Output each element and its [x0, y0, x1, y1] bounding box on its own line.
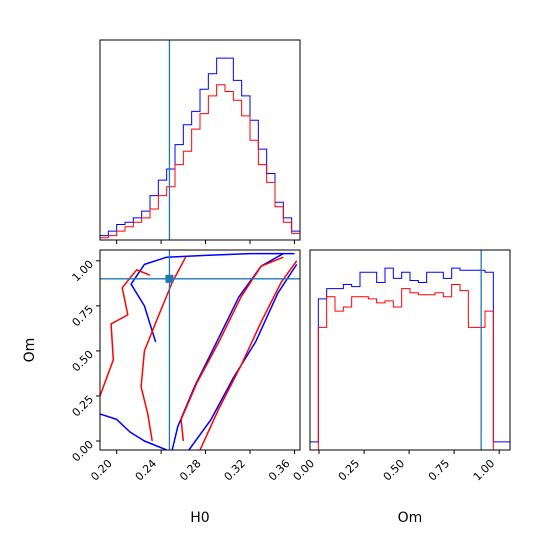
- hist-h0-series-blue: [99, 57, 301, 240]
- contour-red-4: [100, 269, 151, 397]
- hist-om-xtick-label-3: 0.75: [426, 457, 453, 484]
- joint-ytick-label-4: 1.00: [70, 258, 97, 285]
- hist-h0-series-red: [99, 84, 301, 240]
- contour-red-7: [140, 256, 187, 442]
- hist-om-xtick-label-2: 0.50: [381, 457, 408, 484]
- hist-om-xtick-label-4: 1.00: [471, 457, 498, 484]
- hist-om-series-blue: [309, 267, 511, 450]
- joint-truth-marker: [165, 274, 174, 283]
- x-label-h0: H0: [190, 510, 209, 526]
- hist-h0-panel: [99, 39, 301, 244]
- joint-xtick-label-2: 0.28: [177, 457, 204, 484]
- contour-blue-3: [130, 252, 295, 343]
- joint-ytick-label-1: 0.25: [70, 393, 97, 420]
- joint-xtick-label-0: 0.20: [88, 457, 115, 484]
- joint-xtick-label-1: 0.24: [133, 457, 160, 484]
- contour-blue-2: [171, 252, 284, 450]
- hist-om-series-red: [310, 284, 510, 451]
- contour-blue-1: [188, 263, 298, 450]
- hist-om-frame: [309, 249, 511, 451]
- joint-panel: 0.20 0.24 0.28 0.32 0.36 0.00 0.25 0.50 0.75 1.00: [70, 249, 301, 484]
- hist-om-panel: 0.00 0.25 0.50 0.75 1.00: [291, 249, 511, 484]
- joint-xtick-label-3: 0.32: [222, 457, 249, 484]
- x-label-om: Om: [398, 510, 423, 526]
- joint-ytick-label-3: 0.75: [70, 303, 97, 330]
- joint-frame: [99, 249, 301, 451]
- contour-red-6: [180, 256, 284, 442]
- contour-blue-0: [100, 413, 167, 450]
- hist-om-xtick-label-0: 0.00: [291, 457, 318, 484]
- hist-h0-frame: [99, 39, 301, 241]
- joint-ytick-label-0: 0.00: [70, 438, 97, 465]
- joint-xtick-label-4: 0.36: [266, 457, 293, 484]
- contour-red-5: [199, 260, 298, 450]
- joint-contours: [100, 252, 298, 450]
- y-label-om: Om: [22, 338, 38, 363]
- joint-ytick-label-2: 0.50: [70, 348, 97, 375]
- hist-om-xtick-label-1: 0.25: [336, 457, 363, 484]
